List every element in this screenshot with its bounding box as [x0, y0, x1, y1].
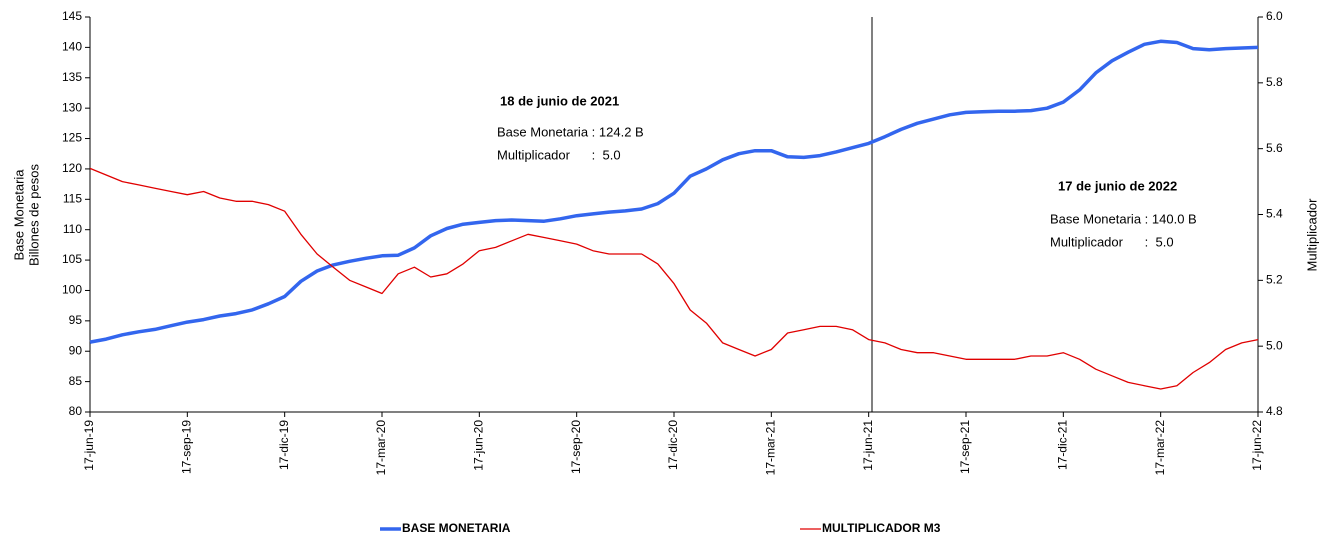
series-line [89, 167, 1259, 390]
y-axis-label: Billones de pesos [26, 164, 41, 266]
x-tick-label: 17-dic-19 [277, 420, 291, 470]
y-tick-label: 85 [69, 374, 83, 388]
annotation-title: 18 de junio de 2021 [500, 93, 619, 108]
legend-label: BASE MONETARIA [402, 521, 511, 535]
y2-tick-label: 5.8 [1266, 75, 1283, 89]
y-tick-label: 115 [63, 191, 82, 205]
x-tick-label: 17-jun-21 [861, 420, 875, 471]
y-tick-label: 140 [62, 40, 82, 54]
x-tick-label: 17-mar-21 [764, 420, 778, 476]
x-tick-label: 17-jun-22 [1250, 420, 1264, 471]
annotation-line: Base Monetaria : 140.0 B [1050, 211, 1197, 226]
y2-tick-label: 5.4 [1266, 207, 1283, 221]
x-tick-label: 17-sep-20 [569, 420, 583, 474]
y-tick-label: 105 [62, 252, 82, 266]
y-tick-label: 135 [62, 70, 82, 84]
annotation-line: Multiplicador : 5.0 [1050, 234, 1174, 249]
series-line [89, 39, 1259, 344]
x-tick-label: 17-sep-21 [958, 420, 972, 474]
y-tick-label: 120 [62, 161, 82, 175]
x-tick-label: 17-dic-20 [666, 420, 680, 470]
y2-tick-label: 5.6 [1266, 141, 1283, 155]
annotation-title: 17 de junio de 2022 [1058, 178, 1177, 193]
x-tick-label: 17-jun-20 [472, 420, 486, 471]
y2-tick-label: 6.0 [1266, 9, 1283, 23]
y-tick-label: 125 [62, 131, 82, 145]
y-tick-label: 80 [69, 404, 83, 418]
y2-axis-label: Multiplicador [1304, 198, 1319, 272]
y-tick-label: 145 [62, 9, 82, 23]
y-tick-label: 100 [62, 283, 82, 297]
y2-tick-label: 5.0 [1266, 338, 1283, 352]
x-tick-label: 17-dic-21 [1056, 420, 1070, 470]
x-tick-label: 17-sep-19 [180, 420, 194, 474]
y-tick-label: 90 [69, 343, 83, 357]
y-tick-label: 95 [69, 313, 83, 327]
y-tick-label: 130 [62, 100, 82, 114]
y2-tick-label: 4.8 [1266, 404, 1283, 418]
annotation-line: Base Monetaria : 124.2 B [497, 124, 644, 139]
y-axis-label: Base Monetaria [11, 169, 26, 261]
x-tick-label: 17-mar-20 [374, 420, 388, 476]
legend-label: MULTIPLICADOR M3 [822, 521, 941, 535]
annotation-line: Multiplicador : 5.0 [497, 147, 621, 162]
y2-tick-label: 5.2 [1266, 273, 1283, 287]
y-tick-label: 110 [63, 222, 82, 236]
x-tick-label: 17-jun-19 [82, 420, 96, 471]
x-tick-label: 17-mar-22 [1153, 420, 1167, 476]
